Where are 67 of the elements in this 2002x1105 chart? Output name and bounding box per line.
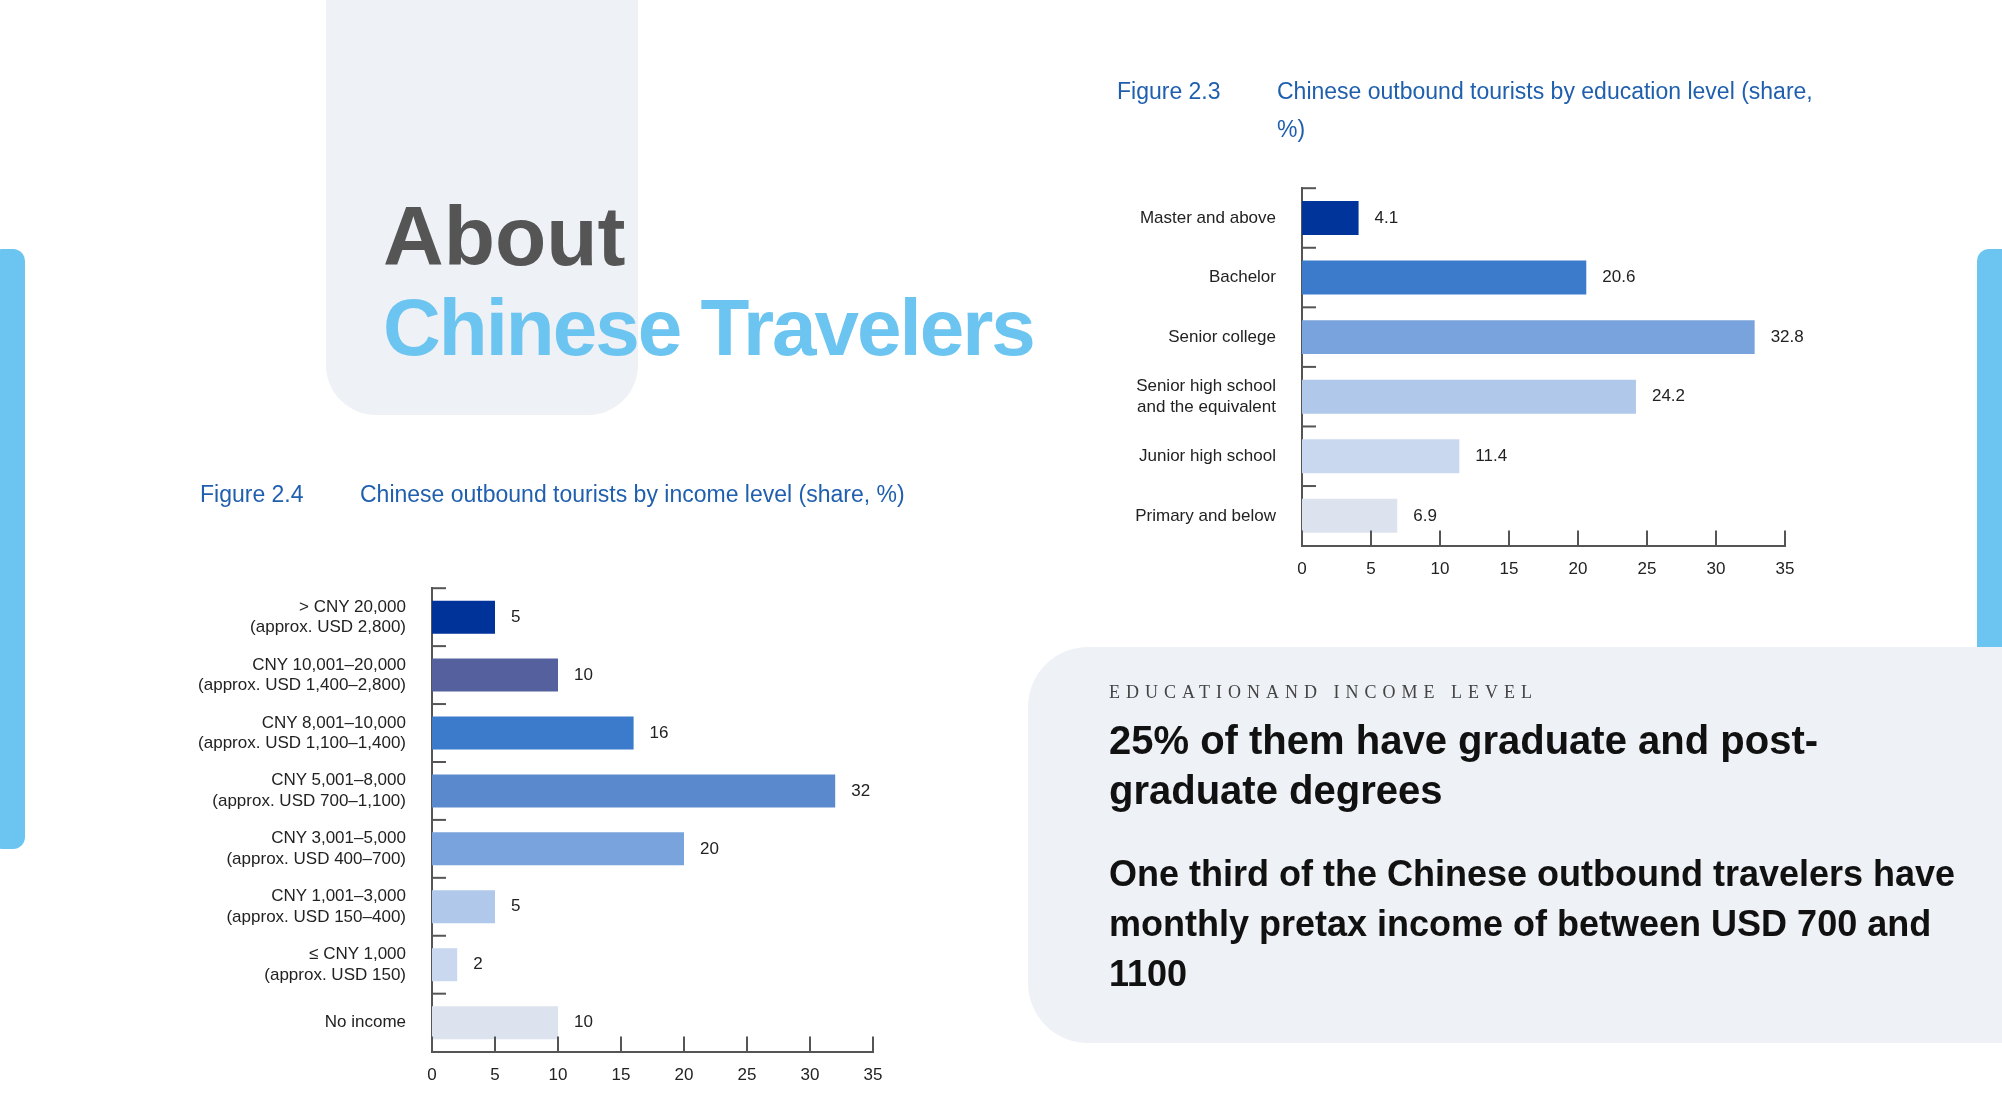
x-tick-label: 35 bbox=[863, 1065, 883, 1085]
chart-subtitle: Chinese outbound tourists by income level (share, %) bbox=[360, 480, 906, 509]
text: About bbox=[383, 189, 627, 283]
bar bbox=[432, 658, 558, 692]
bar bbox=[1302, 320, 1755, 355]
x-tick-label: 20 bbox=[674, 1065, 694, 1085]
y-tick-label: Junior high school bbox=[1138, 445, 1276, 465]
x-tick-label: 15 bbox=[611, 1065, 631, 1085]
bar bbox=[1302, 498, 1398, 533]
x-tick-label: 10 bbox=[548, 1065, 568, 1085]
bar bbox=[432, 716, 634, 750]
y-tick-label: CNY 1,001–3,000 (approx. USD 150–400) bbox=[226, 886, 406, 926]
y-tick-label: ≤ CNY 1,000 (approx. USD 150) bbox=[264, 944, 406, 984]
data-label: 11.4 bbox=[1475, 445, 1508, 465]
x-tick-label: 5 bbox=[1366, 559, 1376, 579]
y-tick-label: > CNY 20,000 (approx. USD 2,800) bbox=[250, 596, 406, 637]
x-tick-label: 30 bbox=[800, 1065, 820, 1085]
bar bbox=[432, 890, 495, 924]
text: EDUCATIONAND INCOME LEVEL bbox=[1109, 682, 1538, 703]
data-label: 20.6 bbox=[1602, 267, 1636, 287]
y-tick-label: CNY 10,001–20,000 (approx. USD 1,400–2,800) bbox=[198, 654, 406, 694]
bar bbox=[432, 774, 836, 808]
chart-title: Figure 2.3 bbox=[1117, 77, 1221, 106]
bar bbox=[1302, 260, 1587, 295]
data-label: 5 bbox=[511, 896, 521, 916]
text: Chinese Travelers bbox=[383, 282, 1035, 374]
bar bbox=[1302, 201, 1359, 235]
chart-subtitle: Chinese outbound tourists by education level (share, %) bbox=[1277, 77, 1814, 144]
text: 25% of them have graduate and post-graduate degrees bbox=[1109, 717, 1820, 814]
bar bbox=[432, 600, 495, 634]
y-tick-label: Senior college bbox=[1168, 326, 1276, 346]
data-label: 10 bbox=[574, 1012, 593, 1032]
x-tick-label: 5 bbox=[490, 1065, 500, 1085]
data-label: 10 bbox=[574, 664, 593, 684]
x-tick-label: 15 bbox=[1499, 559, 1519, 579]
text: One third of the Chinese outbound travelers have monthly pretax income of between USD 700 and 1100 bbox=[1109, 852, 1957, 996]
data-label: 20 bbox=[700, 838, 719, 858]
x-tick-label: 30 bbox=[1706, 559, 1726, 579]
data-label: 6.9 bbox=[1413, 505, 1437, 525]
data-label: 4.1 bbox=[1374, 207, 1399, 227]
y-tick-label: CNY 8,001–10,000 (approx. USD 1,100–1,400) bbox=[198, 712, 406, 752]
data-label: 16 bbox=[649, 722, 669, 742]
bar bbox=[1302, 439, 1460, 474]
data-label: 2 bbox=[473, 954, 483, 974]
bar bbox=[432, 948, 458, 982]
y-tick-label: CNY 3,001–5,000 (approx. USD 400–700) bbox=[226, 828, 406, 868]
y-tick-label: Master and above bbox=[1139, 207, 1276, 227]
y-tick-label: CNY 5,001–8,000 (approx. USD 700–1,100) bbox=[212, 770, 406, 810]
x-tick-label: 0 bbox=[427, 1065, 437, 1085]
data-label: 32.8 bbox=[1770, 326, 1804, 346]
x-tick-label: 20 bbox=[1568, 559, 1588, 579]
data-label: 24.2 bbox=[1651, 386, 1686, 406]
x-tick-label: 35 bbox=[1775, 559, 1795, 579]
data-label: 5 bbox=[511, 606, 521, 626]
bar bbox=[1302, 379, 1636, 414]
bar bbox=[432, 1006, 558, 1040]
y-tick-label: Primary and below bbox=[1135, 505, 1277, 525]
y-tick-label: Senior high school and the equivalent bbox=[1136, 376, 1277, 416]
bar bbox=[432, 832, 684, 866]
y-tick-label: Bachelor bbox=[1208, 267, 1277, 287]
x-tick-label: 25 bbox=[737, 1065, 757, 1085]
x-tick-label: 25 bbox=[1637, 559, 1657, 579]
x-tick-label: 10 bbox=[1430, 559, 1450, 579]
x-tick-label: 0 bbox=[1297, 559, 1307, 579]
data-label: 32 bbox=[851, 780, 871, 800]
chart-title: Figure 2.4 bbox=[200, 480, 304, 509]
y-tick-label: No income bbox=[324, 1012, 406, 1032]
